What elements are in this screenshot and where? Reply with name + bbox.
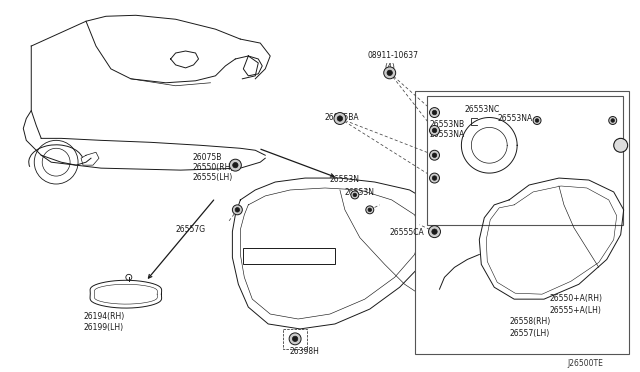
Text: 26199(LH): 26199(LH) <box>83 323 123 332</box>
Circle shape <box>387 70 392 76</box>
Text: 26555+A(LH): 26555+A(LH) <box>550 306 602 315</box>
Text: 26075BA: 26075BA <box>325 113 360 122</box>
Circle shape <box>232 205 243 215</box>
Circle shape <box>292 336 298 341</box>
Text: 26553N: 26553N <box>345 188 375 197</box>
Circle shape <box>611 119 614 122</box>
Circle shape <box>353 193 356 197</box>
Circle shape <box>429 150 440 160</box>
Circle shape <box>289 333 301 345</box>
Circle shape <box>432 176 436 180</box>
Circle shape <box>384 67 396 79</box>
Circle shape <box>535 119 539 122</box>
Circle shape <box>429 226 440 238</box>
Text: 26553NA: 26553NA <box>429 131 465 140</box>
Circle shape <box>432 229 437 234</box>
Text: 26555CA: 26555CA <box>390 228 424 237</box>
Circle shape <box>432 110 436 115</box>
Circle shape <box>233 163 238 168</box>
Circle shape <box>337 116 342 121</box>
Text: 26558(RH): 26558(RH) <box>509 317 550 326</box>
Circle shape <box>429 108 440 118</box>
Text: 26553NC: 26553NC <box>465 105 500 113</box>
Circle shape <box>229 159 241 171</box>
Circle shape <box>533 116 541 125</box>
Bar <box>415 91 628 354</box>
Text: 26075B: 26075B <box>193 153 222 162</box>
Bar <box>283 329 307 349</box>
Text: 26550(RH): 26550(RH) <box>193 163 234 172</box>
Text: 26398H: 26398H <box>289 347 319 356</box>
Text: 26550+A(RH): 26550+A(RH) <box>550 294 603 303</box>
Text: J26500TE: J26500TE <box>567 359 603 368</box>
Text: 26194(RH): 26194(RH) <box>83 312 124 321</box>
Text: 26553NB: 26553NB <box>429 119 465 128</box>
Text: 26553NA: 26553NA <box>497 113 532 122</box>
Circle shape <box>432 128 436 133</box>
Circle shape <box>334 113 346 125</box>
Circle shape <box>366 206 374 214</box>
Circle shape <box>429 125 440 135</box>
Text: 26553N: 26553N <box>330 175 360 184</box>
Text: 26557G: 26557G <box>175 225 205 234</box>
Circle shape <box>429 173 440 183</box>
Circle shape <box>368 208 372 212</box>
Circle shape <box>351 191 359 199</box>
Bar <box>243 247 335 264</box>
Text: 26557(LH): 26557(LH) <box>509 329 549 338</box>
Circle shape <box>235 208 239 212</box>
Circle shape <box>609 116 617 125</box>
Text: 08911-10637: 08911-10637 <box>368 51 419 60</box>
Circle shape <box>432 153 436 157</box>
Text: (4): (4) <box>385 63 396 72</box>
Circle shape <box>614 138 628 152</box>
Text: 26555(LH): 26555(LH) <box>193 173 233 182</box>
Text: NOT FOR SALE: NOT FOR SALE <box>248 251 301 257</box>
Bar <box>426 96 623 225</box>
